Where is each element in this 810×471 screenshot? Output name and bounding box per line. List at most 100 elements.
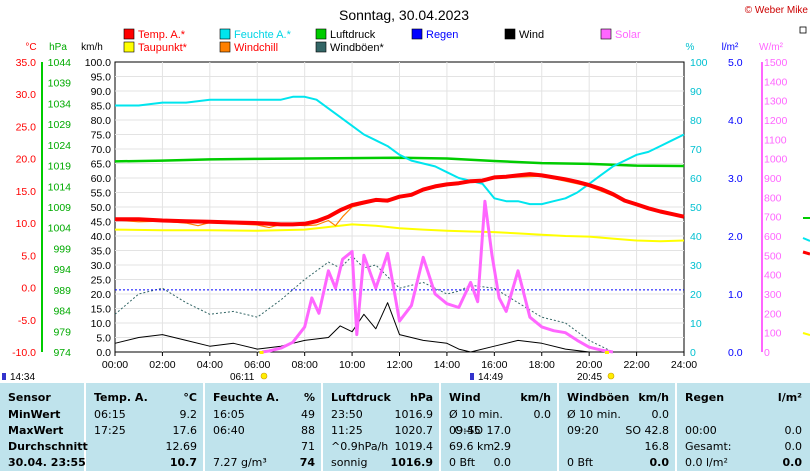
axis-tick-label: 35.0 <box>91 246 112 258</box>
table-cell-value: SO 42.8 <box>625 424 669 437</box>
table-row-label: MaxWert <box>8 424 64 437</box>
axis-tick-label: 800 <box>764 192 782 204</box>
marker-label: 14:49 <box>478 372 503 383</box>
axis-tick-label: 10.0 <box>16 218 37 230</box>
axis-tick-label: 30.0 <box>91 260 112 272</box>
credit-text: © Weber Mike <box>745 5 809 16</box>
axis-tick-label: 300 <box>764 289 782 301</box>
legend-label: Regen <box>426 29 458 41</box>
table-cell-value: O-SO 17.0 <box>454 424 511 437</box>
table-cell-value: 1020.7 <box>394 424 434 437</box>
table-row-label: Durchschnitt <box>8 440 88 453</box>
axis-tick-label: 50 <box>690 202 702 214</box>
axis-unit-label: l/m² <box>722 42 739 53</box>
right-edge-fragments <box>799 26 810 336</box>
axis-unit-label: °C <box>25 42 36 53</box>
x-tick-label: 16:00 <box>481 359 507 371</box>
table-header: Windböen <box>567 391 630 404</box>
axis-tick-label: 3.0 <box>728 173 743 185</box>
legend-swatch <box>411 28 423 40</box>
legend-label: Temp. A.* <box>138 29 186 41</box>
series-line <box>115 95 685 206</box>
sun-tick <box>259 351 264 354</box>
table-header-unit: km/h <box>638 391 669 404</box>
weather-chart: Sonntag, 30.04.2023 © Weber Mike Temp. A… <box>2 5 810 383</box>
table-separator <box>321 383 323 471</box>
axis-tick-label: 0 <box>764 347 770 359</box>
axis-tick-label: 700 <box>764 212 782 224</box>
axis-tick-label: 5.0 <box>96 333 111 345</box>
legend-swatch <box>600 28 612 40</box>
axis-tick-label: 1009 <box>48 202 72 214</box>
axis-unit-label: hPa <box>49 42 67 53</box>
table-cell-value: 71 <box>301 440 315 453</box>
x-tick-label: 00:00 <box>102 359 128 371</box>
table-cell-value: 0.0 <box>533 408 552 421</box>
table-cell-time: Ø 10 min. <box>449 408 503 421</box>
legend-swatch <box>123 28 135 40</box>
axis-tick-label: 200 <box>764 308 782 320</box>
table-cell-value: 1016.9 <box>394 408 434 421</box>
legend-swatch <box>123 41 135 53</box>
table-header: Luftdruck <box>331 391 391 404</box>
axis-tick-label: 400 <box>764 270 782 282</box>
axis-tick-label: 100.0 <box>85 57 111 69</box>
axis-tick-label: 10.0 <box>91 318 112 330</box>
axis-tick-label: 1400 <box>764 76 788 88</box>
axis-tick-label: 4.0 <box>728 115 743 127</box>
axis-tick-label: 0 <box>690 347 696 359</box>
time-markers: 14:34 06:11 14:49 20:45 <box>2 351 615 383</box>
series-line <box>261 199 614 354</box>
axis-tick-label: 45.0 <box>91 217 112 229</box>
table-separator <box>203 383 205 471</box>
axis-unit-label: km/h <box>81 42 103 53</box>
table-cell-time: 0 Bft <box>567 456 594 469</box>
axis-tick-label: 5.0 <box>21 250 36 262</box>
axis-tick-label: 1029 <box>48 119 72 131</box>
table-cell-time: ^0.9hPa/h <box>331 440 389 453</box>
fragment-line <box>802 250 810 256</box>
axis-tick-label: 999 <box>53 243 71 255</box>
series-line <box>115 172 685 227</box>
axis-tick-label: 1014 <box>48 181 72 193</box>
table-cell-value: 74 <box>299 456 315 469</box>
table-cell-value: 17.6 <box>172 424 198 437</box>
axis-tick-label: 35.0 <box>16 57 37 69</box>
axis-tick-label: 15.0 <box>91 304 112 316</box>
axis-tick-label: 80 <box>690 115 702 127</box>
axis-tick-label: 1000 <box>764 154 788 166</box>
legend-label: Taupunkt* <box>138 42 188 54</box>
legend-label: Windchill <box>234 42 278 54</box>
axis-tick-label: 100 <box>690 57 708 69</box>
axis-tick-label: 75.0 <box>91 130 112 142</box>
table-cell-value: 88 <box>301 424 315 437</box>
table-cell-time: 0.0 l/m² <box>685 456 728 469</box>
chart-title: Sonntag, 30.04.2023 <box>339 7 469 23</box>
axis-tick-label: 0.0 <box>96 347 111 359</box>
axis-tick-label: -5.0 <box>18 315 36 327</box>
table-header: Sensor <box>8 391 51 404</box>
table-cell-value: 0.0 <box>784 424 803 437</box>
legend-swatch <box>219 41 231 53</box>
table-cell-time: 7.27 g/m³ <box>213 456 267 469</box>
table-cell-value: 0.0 <box>493 456 512 469</box>
axis-tick-label: 80.0 <box>91 115 112 127</box>
x-tick-label: 12:00 <box>386 359 412 371</box>
axis-tick-label: 90.0 <box>91 86 112 98</box>
table-row-label: 30.04. 23:55 <box>8 456 86 469</box>
axis-tick-label: 40.0 <box>91 231 112 243</box>
x-tick-label: 22:00 <box>623 359 649 371</box>
axis-tick-label: 1100 <box>764 134 787 146</box>
axis-tick-label: 15.0 <box>16 186 37 198</box>
table-header: Regen <box>685 391 725 404</box>
legend-label: Solar <box>615 29 641 41</box>
axis-tick-label: 70 <box>690 144 702 156</box>
table-cell-time: 09:45 <box>449 424 481 437</box>
table-separator <box>557 383 559 471</box>
axis-tick-label: 50.0 <box>91 202 112 214</box>
sun-icon <box>260 372 268 380</box>
table-header: Feuchte A. <box>213 391 280 404</box>
marker-label: 20:45 <box>577 372 602 383</box>
axis-tick-label: 1300 <box>764 96 788 108</box>
x-tick-label: 08:00 <box>292 359 318 371</box>
